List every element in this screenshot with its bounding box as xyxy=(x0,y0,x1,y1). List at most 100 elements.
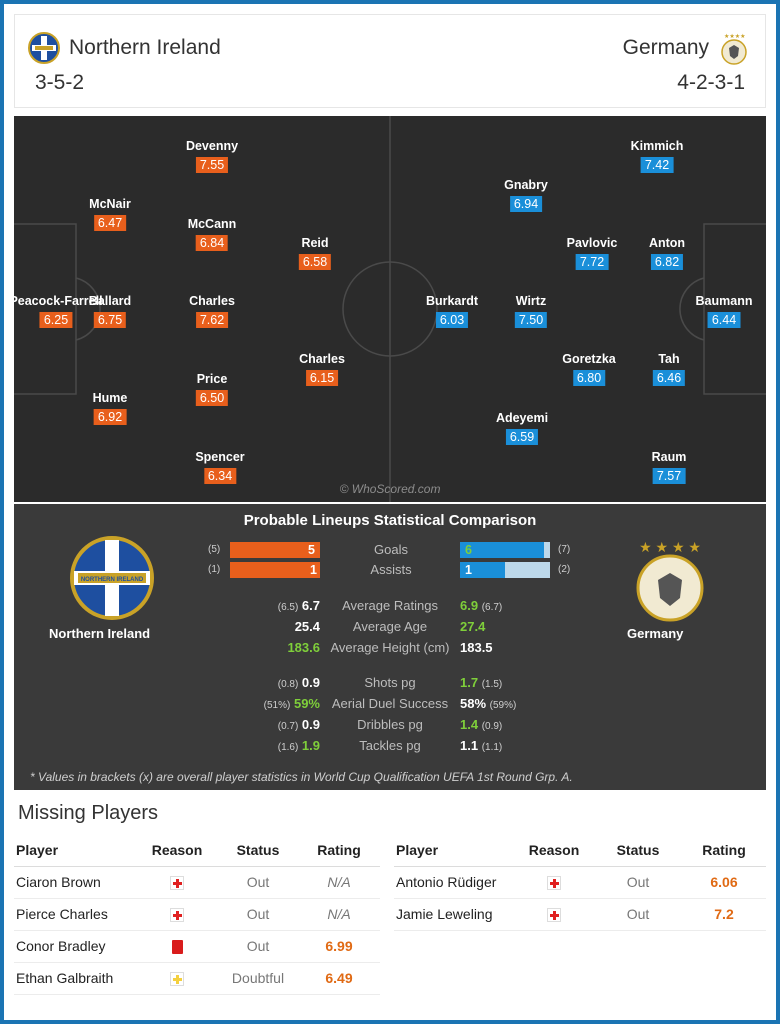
player-rating: 6.15 xyxy=(305,370,339,386)
player-rating: 6.46 xyxy=(652,370,686,386)
player-name[interactable]: Antonio Rüdiger xyxy=(394,866,514,899)
player-name[interactable]: Conor Bradley xyxy=(14,930,136,963)
injury-icon xyxy=(170,908,184,923)
stat-row: (6.5) 6.7 Average Ratings 6.9 (6.7) xyxy=(14,598,766,616)
player-name: Hume xyxy=(92,391,128,405)
player-rating: 6.25 xyxy=(39,312,73,328)
away-stat-value: 27.4 xyxy=(460,619,485,634)
away-player[interactable]: Raum 7.57 xyxy=(652,449,686,485)
table-row[interactable]: Jamie Leweling Out 7.2 xyxy=(394,898,766,931)
col-status: Status xyxy=(218,834,298,867)
home-player[interactable]: Spencer 6.34 xyxy=(195,449,245,485)
player-rating: 7.57 xyxy=(652,468,686,484)
table-row[interactable]: Antonio Rüdiger Out 6.06 xyxy=(394,866,766,899)
away-player[interactable]: Kimmich 7.42 xyxy=(631,138,683,174)
doubtful-icon xyxy=(170,972,184,987)
player-rating: N/A xyxy=(298,866,380,899)
table-row[interactable]: Conor Bradley Out 6.99 xyxy=(14,930,380,963)
germany-crest-icon: ★ ★ ★ ★ xyxy=(636,539,704,622)
home-team[interactable]: Northern Ireland xyxy=(27,31,221,65)
home-stat-bracket: (0.8) xyxy=(277,679,299,690)
home-player[interactable]: Hume 6.92 xyxy=(92,390,128,426)
away-team-name: Germany xyxy=(622,36,709,59)
home-assists-bracket: (1) xyxy=(208,564,221,575)
match-header: Northern Ireland 3-5-2 Germany ★★★★ 4-2-… xyxy=(14,14,766,108)
away-stat-number: 1.7 xyxy=(460,675,479,690)
player-status: Out xyxy=(218,866,298,899)
player-rating: 6.59 xyxy=(505,429,539,445)
player-rating: 7.62 xyxy=(195,312,229,328)
away-player[interactable]: Pavlovic 7.72 xyxy=(567,235,617,271)
player-name[interactable]: Pierce Charles xyxy=(14,898,136,931)
svg-text:★ ★ ★ ★: ★ ★ ★ ★ xyxy=(639,539,701,555)
away-player[interactable]: Baumann 6.44 xyxy=(695,293,753,329)
away-player[interactable]: Gnabry 6.94 xyxy=(504,177,548,213)
assists-row: (1) 1 Assists 1 (2) xyxy=(204,562,574,578)
statistical-comparison: Probable Lineups Statistical Comparison … xyxy=(14,504,766,790)
home-assists-value: 1 xyxy=(310,563,317,577)
home-player[interactable]: Charles 7.62 xyxy=(189,293,235,329)
table-header: Player Reason Status Rating xyxy=(14,834,380,867)
stat-row: (51%) 59% Aerial Duel Success 58% (59%) xyxy=(14,696,766,714)
pitch: Peacock-Farrell 6.25 Ballard 6.75 McNair… xyxy=(14,116,766,502)
home-player[interactable]: Peacock-Farrell 6.25 xyxy=(14,293,103,329)
away-player[interactable]: Goretzka 6.80 xyxy=(562,351,616,387)
home-formation: 3-5-2 xyxy=(35,71,85,94)
home-player[interactable]: Charles 6.15 xyxy=(299,351,345,387)
home-player[interactable]: McNair 6.47 xyxy=(89,196,131,232)
away-stat-number: 6.9 xyxy=(460,598,479,613)
player-name: Gnabry xyxy=(504,178,548,192)
stat-label: Average Age xyxy=(352,619,428,634)
away-stat-number: 1.4 xyxy=(460,717,479,732)
table-row[interactable]: Ciaron Brown Out N/A xyxy=(14,866,380,899)
pitch-lines xyxy=(14,116,766,502)
away-stat-value: 6.9 (6.7) xyxy=(460,598,502,613)
player-rating: 6.94 xyxy=(509,196,543,212)
player-rating: 6.84 xyxy=(195,235,229,251)
player-name: Baumann xyxy=(695,294,753,308)
col-rating: Rating xyxy=(682,834,766,867)
player-name[interactable]: Ciaron Brown xyxy=(14,866,136,899)
player-rating: 6.80 xyxy=(572,370,606,386)
germany-crest-icon: ★★★★ xyxy=(721,33,747,65)
home-player[interactable]: Devenny 7.55 xyxy=(186,138,238,174)
away-player[interactable]: Wirtz 7.50 xyxy=(514,293,548,329)
player-name[interactable]: Ethan Galbraith xyxy=(14,962,136,995)
away-formation: 4-2-3-1 xyxy=(677,71,745,94)
stat-label: Average Height (cm) xyxy=(330,640,450,655)
away-team[interactable]: Germany ★★★★ xyxy=(623,31,751,65)
player-name: Wirtz xyxy=(515,294,547,308)
home-goals-value: 5 xyxy=(308,543,315,557)
home-player[interactable]: Ballard 6.75 xyxy=(89,293,131,329)
home-player[interactable]: Price 6.50 xyxy=(195,371,229,407)
home-player[interactable]: Reid 6.58 xyxy=(298,235,332,271)
missing-players-title: Missing Players xyxy=(18,802,159,824)
away-stat-value: 58% (59%) xyxy=(460,696,516,711)
table-row[interactable]: Ethan Galbraith Doubtful 6.49 xyxy=(14,962,380,995)
away-assists-bracket: (2) xyxy=(558,564,571,575)
stat-label: Average Ratings xyxy=(342,598,438,613)
table-row[interactable]: Pierce Charles Out N/A xyxy=(14,898,380,931)
away-player[interactable]: Anton 6.82 xyxy=(649,235,685,271)
player-rating: 6.34 xyxy=(203,468,237,484)
player-rating: 6.92 xyxy=(93,409,127,425)
player-rating: 6.82 xyxy=(650,254,684,270)
stat-row: 183.6 Average Height (cm) 183.5 xyxy=(14,640,766,658)
away-player[interactable]: Tah 6.46 xyxy=(652,351,686,387)
northern-ireland-crest-icon xyxy=(28,32,60,64)
home-stat-number: 183.6 xyxy=(287,640,320,655)
home-player[interactable]: McCann 6.84 xyxy=(188,216,236,252)
player-name[interactable]: Jamie Leweling xyxy=(394,898,514,931)
away-player[interactable]: Burkardt 6.03 xyxy=(426,293,478,329)
stat-label: Shots pg xyxy=(364,675,416,690)
col-status: Status xyxy=(594,834,682,867)
home-stat-bracket: (1.6) xyxy=(277,742,299,753)
player-rating: 7.72 xyxy=(575,254,609,270)
player-name: Reid xyxy=(301,236,329,250)
player-status: Out xyxy=(594,866,682,899)
player-rating: 7.42 xyxy=(640,157,674,173)
stat-row: 25.4 Average Age 27.4 xyxy=(14,619,766,637)
col-rating: Rating xyxy=(298,834,380,867)
home-stat-bracket: (0.7) xyxy=(277,721,299,732)
away-player[interactable]: Adeyemi 6.59 xyxy=(496,410,548,446)
